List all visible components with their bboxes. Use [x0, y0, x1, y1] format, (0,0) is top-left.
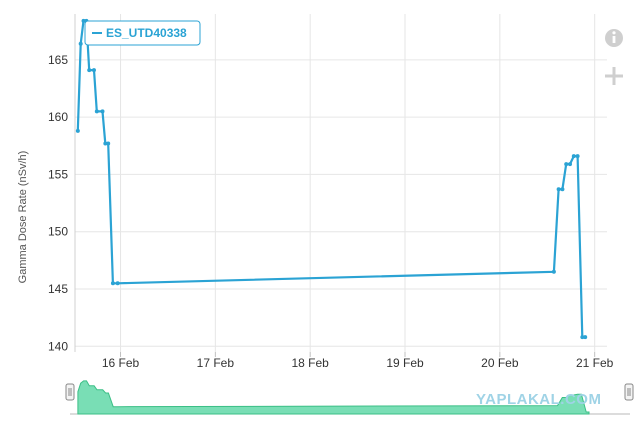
- data-point: [571, 154, 576, 159]
- x-tick-label: 20 Feb: [481, 356, 519, 370]
- y-axis-title: Gamma Dose Rate (nSv/h): [17, 151, 29, 284]
- navigator-handle-left-icon[interactable]: [65, 383, 75, 401]
- y-tick-label: 145: [48, 282, 68, 296]
- data-point: [580, 335, 585, 340]
- navigator-area: [77, 380, 590, 415]
- info-icon[interactable]: [605, 29, 623, 47]
- data-point: [87, 68, 92, 73]
- y-tick-labels: 140 145 150 155 160 165: [48, 53, 68, 353]
- data-point: [560, 187, 565, 192]
- data-point: [106, 141, 111, 146]
- legend-series-label: ES_UTD40338: [106, 26, 187, 40]
- data-point: [568, 162, 573, 167]
- data-point: [75, 128, 80, 133]
- navigator-handle-right-icon[interactable]: [624, 383, 634, 401]
- y-tick-label: 140: [48, 339, 68, 353]
- x-tick-label: 17 Feb: [197, 356, 235, 370]
- data-point: [78, 41, 83, 46]
- data-point: [551, 269, 556, 274]
- x-tick-labels: 16 Feb 17 Feb 18 Feb 19 Feb 20 Feb 21 Feb: [102, 356, 614, 370]
- y-tick-label: 160: [48, 110, 68, 124]
- data-point: [583, 335, 588, 340]
- plus-icon[interactable]: [605, 67, 623, 85]
- watermark: YAPLAKAL.COM: [476, 391, 601, 408]
- y-tick-label: 150: [48, 225, 68, 239]
- x-tick-label: 18 Feb: [292, 356, 330, 370]
- data-point: [81, 18, 86, 23]
- series-line: [76, 19, 586, 339]
- data-point: [115, 281, 120, 286]
- series-layer: [75, 18, 588, 340]
- y-tick-label: 165: [48, 53, 68, 67]
- data-point: [110, 281, 115, 286]
- data-point: [564, 162, 569, 167]
- navigator[interactable]: [65, 380, 634, 415]
- handle-body: [624, 383, 634, 401]
- data-point: [103, 141, 108, 146]
- legend-box: [84, 20, 201, 46]
- x-tick-label: 16 Feb: [102, 356, 140, 370]
- y-tick-label: 155: [48, 167, 68, 181]
- data-point: [91, 68, 96, 73]
- x-tick-label: 19 Feb: [386, 356, 424, 370]
- x-tick-label: 21 Feb: [576, 356, 614, 370]
- data-point: [100, 109, 105, 114]
- data-point: [556, 187, 561, 192]
- data-point: [94, 109, 99, 114]
- legend[interactable]: ES_UTD40338: [84, 20, 201, 46]
- grid-lines: [74, 14, 607, 357]
- data-point: [575, 154, 580, 159]
- handle-body: [65, 383, 75, 401]
